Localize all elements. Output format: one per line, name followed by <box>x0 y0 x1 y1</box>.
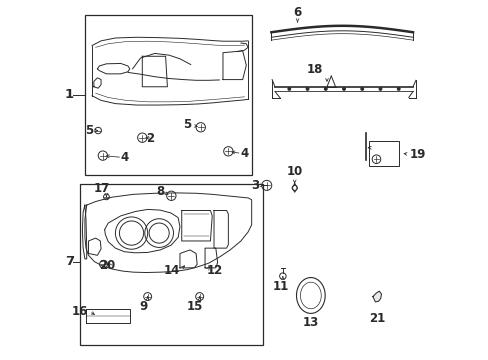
Text: 16: 16 <box>72 305 88 318</box>
Circle shape <box>396 87 399 90</box>
Circle shape <box>360 87 363 90</box>
Text: 5: 5 <box>85 124 93 137</box>
Bar <box>85 15 251 175</box>
Bar <box>80 184 263 345</box>
Text: 3: 3 <box>250 179 258 192</box>
Text: 18: 18 <box>306 63 322 76</box>
Text: 10: 10 <box>286 165 302 178</box>
Text: 21: 21 <box>368 312 385 325</box>
Text: 20: 20 <box>99 259 115 272</box>
Text: 6: 6 <box>293 6 301 19</box>
Text: 17: 17 <box>94 183 110 195</box>
Text: 9: 9 <box>139 300 147 313</box>
Text: 2: 2 <box>146 131 154 145</box>
Circle shape <box>324 87 326 90</box>
Text: 8: 8 <box>156 185 164 198</box>
Text: 19: 19 <box>408 148 425 161</box>
Polygon shape <box>372 291 381 302</box>
Circle shape <box>287 87 290 90</box>
Text: 11: 11 <box>272 280 288 293</box>
Circle shape <box>378 87 381 90</box>
Text: 1: 1 <box>65 88 74 101</box>
Text: 5: 5 <box>183 118 191 131</box>
Text: 15: 15 <box>186 300 203 313</box>
Circle shape <box>342 87 345 90</box>
Bar <box>368 141 399 166</box>
Text: 4: 4 <box>121 151 129 164</box>
Text: 13: 13 <box>302 316 318 329</box>
Text: 7: 7 <box>65 255 74 268</box>
Ellipse shape <box>300 282 321 309</box>
Ellipse shape <box>296 278 325 314</box>
Text: 4: 4 <box>240 147 248 160</box>
Text: 12: 12 <box>206 264 223 277</box>
Text: 14: 14 <box>163 264 180 277</box>
Circle shape <box>305 87 308 90</box>
